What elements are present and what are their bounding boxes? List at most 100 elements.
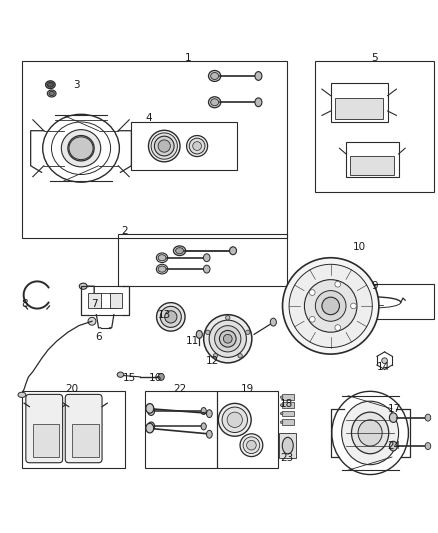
Bar (315, 61, 434, 192)
Ellipse shape (322, 297, 339, 314)
Bar (282, 410, 294, 416)
Ellipse shape (247, 440, 256, 450)
Ellipse shape (208, 97, 221, 108)
Ellipse shape (156, 303, 185, 331)
Ellipse shape (358, 420, 382, 446)
Ellipse shape (280, 421, 283, 424)
Text: 17: 17 (388, 404, 401, 414)
Ellipse shape (382, 358, 388, 364)
Ellipse shape (160, 306, 181, 327)
Bar (22, 391, 125, 468)
Ellipse shape (389, 413, 397, 423)
Ellipse shape (173, 246, 186, 255)
Text: 16: 16 (149, 373, 162, 383)
Text: 24: 24 (388, 441, 401, 451)
Ellipse shape (389, 441, 397, 451)
Bar (315, 284, 434, 319)
Text: 13: 13 (158, 310, 171, 320)
Ellipse shape (165, 311, 177, 323)
Ellipse shape (158, 374, 164, 381)
Text: 5: 5 (371, 53, 378, 63)
Ellipse shape (148, 130, 180, 162)
Text: 8: 8 (21, 298, 28, 309)
Ellipse shape (208, 70, 221, 82)
Ellipse shape (148, 422, 155, 431)
Ellipse shape (47, 90, 56, 97)
Text: 2: 2 (121, 225, 128, 236)
Bar (22, 61, 287, 238)
Bar (331, 83, 388, 122)
Bar (72, 424, 99, 457)
Text: 11: 11 (186, 336, 199, 346)
Text: 18: 18 (280, 399, 293, 409)
Ellipse shape (218, 403, 251, 436)
Ellipse shape (187, 135, 208, 157)
FancyBboxPatch shape (26, 394, 63, 463)
Bar (282, 402, 294, 408)
Ellipse shape (282, 437, 293, 454)
Ellipse shape (335, 281, 341, 287)
Ellipse shape (146, 403, 154, 413)
Ellipse shape (240, 434, 263, 457)
Bar (335, 98, 383, 119)
Bar (282, 394, 294, 400)
Ellipse shape (280, 412, 283, 415)
Ellipse shape (335, 325, 341, 330)
Ellipse shape (270, 318, 276, 326)
Ellipse shape (158, 255, 166, 261)
Text: 20: 20 (66, 384, 79, 394)
Ellipse shape (215, 326, 241, 352)
Text: 19: 19 (241, 384, 254, 394)
Ellipse shape (213, 353, 218, 358)
Ellipse shape (351, 412, 389, 454)
Text: 14: 14 (377, 362, 390, 372)
Bar (33, 424, 59, 457)
Ellipse shape (211, 99, 219, 106)
Ellipse shape (154, 136, 174, 156)
Ellipse shape (47, 82, 53, 87)
Ellipse shape (73, 141, 88, 156)
Bar (88, 293, 101, 308)
Ellipse shape (151, 133, 177, 159)
Ellipse shape (342, 401, 399, 465)
Ellipse shape (148, 407, 155, 415)
Text: 23: 23 (280, 454, 293, 463)
Text: 9: 9 (371, 281, 378, 291)
Bar (217, 391, 278, 468)
Ellipse shape (283, 258, 379, 354)
Ellipse shape (203, 254, 210, 262)
Ellipse shape (226, 316, 230, 320)
Text: 15: 15 (123, 373, 136, 383)
Ellipse shape (201, 408, 206, 415)
Bar (131, 122, 237, 170)
Text: 1: 1 (185, 53, 192, 63)
Ellipse shape (88, 317, 96, 325)
Bar (110, 293, 122, 308)
Ellipse shape (304, 280, 357, 332)
Ellipse shape (255, 71, 262, 80)
Ellipse shape (96, 300, 101, 307)
Ellipse shape (243, 437, 260, 454)
Text: 12: 12 (206, 356, 219, 366)
Ellipse shape (196, 330, 202, 338)
Ellipse shape (209, 320, 246, 358)
Ellipse shape (176, 248, 184, 254)
Ellipse shape (230, 247, 237, 255)
Ellipse shape (280, 396, 283, 399)
FancyBboxPatch shape (65, 394, 102, 463)
Ellipse shape (69, 137, 93, 159)
Ellipse shape (223, 334, 232, 343)
Ellipse shape (146, 423, 154, 433)
Ellipse shape (156, 264, 168, 274)
Ellipse shape (211, 72, 219, 79)
Text: 7: 7 (91, 298, 98, 309)
Ellipse shape (425, 414, 431, 421)
Ellipse shape (227, 412, 243, 427)
Bar (279, 433, 296, 458)
Ellipse shape (289, 264, 372, 348)
Bar (145, 391, 217, 468)
Bar (346, 142, 399, 177)
Text: 22: 22 (173, 384, 186, 394)
Ellipse shape (222, 407, 247, 432)
Ellipse shape (156, 253, 168, 263)
